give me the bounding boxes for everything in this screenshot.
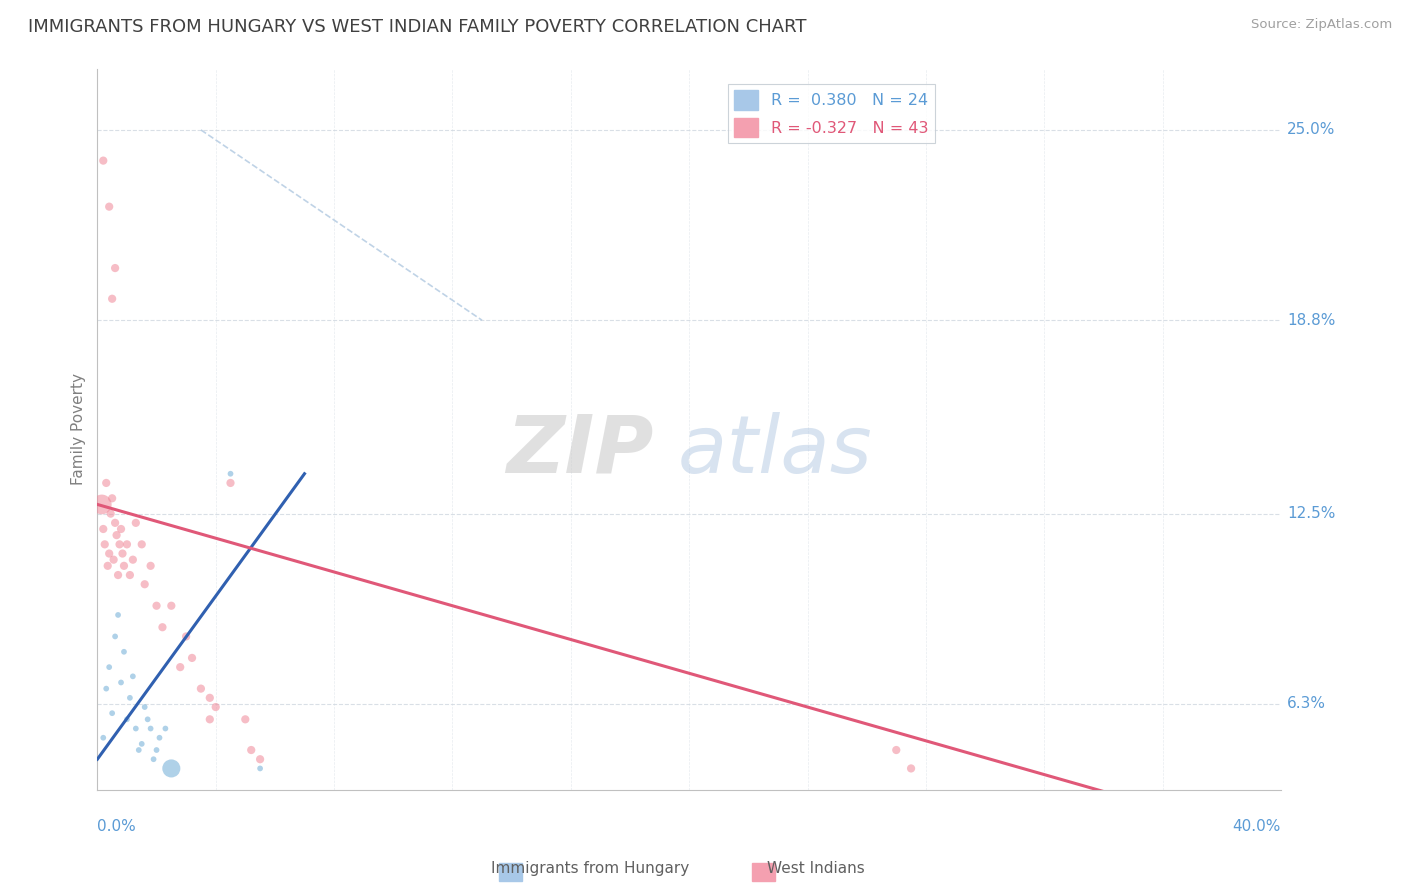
Text: 6.3%: 6.3% [1286,697,1326,712]
Point [110,675,132,690]
Point [115,537,138,551]
Point [131,737,153,751]
Point [96,681,118,696]
Point [152,620,174,634]
Text: 12.5%: 12.5% [1286,506,1336,521]
Legend: R =  0.380   N = 24, R = -0.327   N = 43: R = 0.380 N = 24, R = -0.327 N = 43 [728,84,935,144]
Point [107,607,129,622]
Text: ZIP: ZIP [506,412,654,490]
Point [139,722,162,736]
Point [101,292,124,306]
Text: West Indians: West Indians [766,861,865,876]
Point [118,568,141,582]
Point [131,537,153,551]
Point [240,743,263,757]
Point [91,731,114,745]
Point [219,467,242,481]
Text: 25.0%: 25.0% [1286,122,1336,137]
Point [94,537,117,551]
Point [125,516,148,530]
Point [204,700,226,714]
Point [136,712,159,726]
Point [104,629,127,643]
Y-axis label: Family Poverty: Family Poverty [72,373,86,485]
Point [125,722,148,736]
Point [91,522,114,536]
Point [134,700,156,714]
Text: Immigrants from Hungary: Immigrants from Hungary [491,861,690,876]
Point [98,660,121,674]
Point [198,690,221,705]
Point [96,475,118,490]
Text: 18.8%: 18.8% [1286,313,1336,327]
Point [148,731,170,745]
Point [101,706,124,721]
Point [104,516,127,530]
Point [118,690,141,705]
Point [121,552,143,566]
Point [98,200,121,214]
Text: Source: ZipAtlas.com: Source: ZipAtlas.com [1251,18,1392,31]
Point [139,558,162,573]
Point [155,722,177,736]
Point [160,761,183,775]
Point [190,681,212,696]
Point [111,547,134,561]
Point [128,743,150,757]
Point [145,599,167,613]
Point [134,577,156,591]
Point [233,712,256,726]
Point [115,712,138,726]
Point [900,761,922,775]
Point [884,743,907,757]
Point [160,599,183,613]
Point [181,651,204,665]
Point [104,261,127,276]
Point [249,752,271,766]
Text: 40.0%: 40.0% [1233,819,1281,834]
Point [100,507,122,521]
Point [108,537,131,551]
Point [249,761,271,775]
Point [142,752,165,766]
Point [98,547,121,561]
Point [97,558,120,573]
Point [101,491,124,506]
Point [219,475,242,490]
Point [121,669,143,683]
Text: 0.0%: 0.0% [97,819,136,834]
Point [90,498,112,512]
Point [91,153,114,168]
Point [103,552,125,566]
Point [169,660,191,674]
Point [112,645,135,659]
Point [112,558,135,573]
Point [145,743,167,757]
Point [105,528,128,542]
Point [107,568,129,582]
Point [110,522,132,536]
Point [174,629,197,643]
Text: IMMIGRANTS FROM HUNGARY VS WEST INDIAN FAMILY POVERTY CORRELATION CHART: IMMIGRANTS FROM HUNGARY VS WEST INDIAN F… [28,18,807,36]
Text: atlas: atlas [678,412,872,490]
Point [198,712,221,726]
